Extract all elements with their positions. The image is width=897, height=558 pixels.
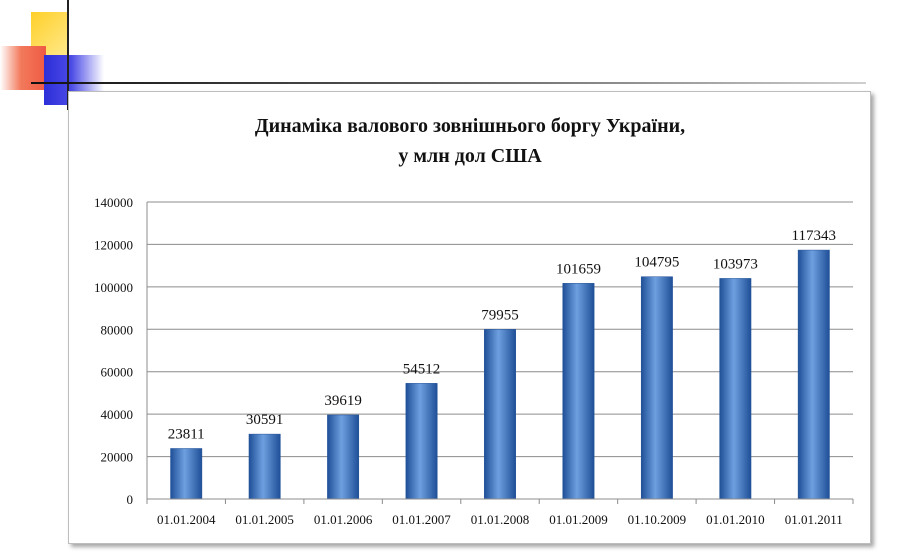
data-label: 39619 bbox=[324, 393, 362, 409]
y-tick-label: 60000 bbox=[101, 365, 134, 380]
bar bbox=[640, 276, 673, 500]
bar-chart: Динаміка валового зовнішнього боргу Укра… bbox=[94, 115, 854, 527]
x-tick-label: 01.01.2011 bbox=[785, 512, 843, 527]
y-tick-label: 0 bbox=[127, 492, 134, 507]
data-label: 30591 bbox=[246, 412, 284, 428]
y-tick-label: 80000 bbox=[101, 322, 134, 337]
bar bbox=[327, 414, 360, 500]
x-tick-label: 01.01.2008 bbox=[471, 512, 530, 527]
bars bbox=[170, 249, 830, 500]
data-label: 23811 bbox=[168, 426, 205, 442]
x-tick-label: 01.01.2006 bbox=[314, 512, 373, 527]
y-tick-label: 140000 bbox=[94, 195, 133, 210]
data-label: 103973 bbox=[713, 256, 758, 272]
axes bbox=[146, 202, 854, 504]
data-label: 117343 bbox=[792, 228, 836, 244]
y-tick-label: 120000 bbox=[94, 237, 133, 252]
x-tick-label: 01.01.2010 bbox=[706, 512, 765, 527]
y-tick-label: 20000 bbox=[101, 450, 134, 465]
data-label: 104795 bbox=[634, 255, 679, 271]
y-tick-label: 100000 bbox=[94, 280, 133, 295]
labels: 0 20000 40000 60000 80000 100000 120000 140000 2… bbox=[94, 195, 843, 527]
data-label: 54512 bbox=[403, 361, 441, 377]
bar bbox=[484, 329, 516, 500]
bar bbox=[797, 249, 830, 500]
x-tick-label: 01.10.2009 bbox=[628, 512, 687, 527]
decor-vertical-line bbox=[67, 0, 69, 110]
bar bbox=[248, 433, 281, 500]
x-tick-label: 01.01.2005 bbox=[235, 512, 294, 527]
x-tick-label: 01.01.2009 bbox=[549, 512, 608, 527]
chart-frame: Динаміка валового зовнішнього боргу Укра… bbox=[68, 91, 871, 544]
y-tick-label: 40000 bbox=[101, 407, 134, 422]
bar bbox=[405, 383, 438, 500]
chart-title-line-1: Динаміка валового зовнішнього боргу Укра… bbox=[255, 115, 685, 137]
data-label: 101659 bbox=[556, 261, 601, 277]
data-label: 79955 bbox=[481, 307, 519, 323]
x-tick-label: 01.01.2004 bbox=[157, 512, 216, 527]
bar bbox=[170, 448, 203, 500]
bar bbox=[562, 283, 595, 500]
chart-title-line-2: у млн дол США bbox=[398, 145, 542, 167]
bar bbox=[719, 278, 752, 500]
x-tick-label: 01.01.2007 bbox=[392, 512, 451, 527]
decor-horizontal-line bbox=[31, 82, 866, 84]
